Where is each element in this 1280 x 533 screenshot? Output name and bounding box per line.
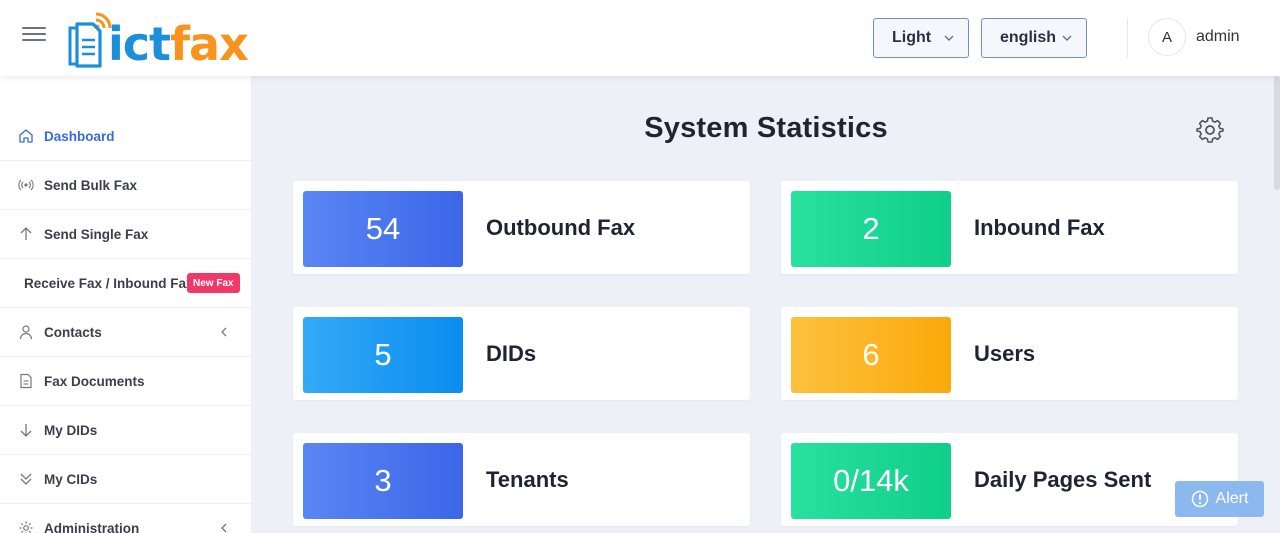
gear-icon <box>19 521 33 533</box>
stat-value: 3 <box>303 443 463 519</box>
sidebar-item-send-single-fax[interactable]: Send Single Fax <box>0 210 251 259</box>
sidebar-item-my-dids[interactable]: My DIDs <box>0 406 251 455</box>
user-name[interactable]: admin <box>1196 28 1240 45</box>
hamburger-menu-icon[interactable] <box>22 27 46 47</box>
theme-select-value: Light <box>892 29 932 46</box>
stat-label: Users <box>974 341 1036 366</box>
sidebar-item-label: Dashboard <box>44 128 115 144</box>
sidebar-item-label: Fax Documents <box>44 373 145 389</box>
sidebar-item-dashboard[interactable]: Dashboard <box>0 112 251 161</box>
sidebar-item-label: My DIDs <box>44 422 98 438</box>
logo-text-fax: fax <box>170 17 249 71</box>
stat-card-inbound-fax[interactable]: 2 Inbound Fax <box>781 181 1238 274</box>
language-select[interactable]: english <box>981 18 1087 58</box>
stat-card-daily-pages-sent[interactable]: 0/14k Daily Pages Sent <box>781 433 1238 526</box>
stat-card-outbound-fax[interactable]: 54 Outbound Fax <box>293 181 750 274</box>
logo-text: ictfax <box>108 16 249 72</box>
top-header: ictfax Light english A admin <box>0 0 1280 76</box>
stat-card-dids[interactable]: 5 DIDs <box>293 307 750 400</box>
stat-value: 54 <box>303 191 463 267</box>
theme-select[interactable]: Light <box>873 18 969 58</box>
chevron-down-icon <box>944 35 954 41</box>
ictfax-logo[interactable]: ictfax <box>66 6 281 72</box>
arrow-up-icon <box>20 227 32 240</box>
stat-label: Daily Pages Sent <box>974 467 1152 492</box>
chevron-left-icon <box>221 327 227 337</box>
sidebar-item-label: Receive Fax / Inbound Fax <box>24 275 194 291</box>
logo-text-ict: ict <box>108 17 171 71</box>
alert-circle-icon <box>1191 490 1208 508</box>
stat-card-tenants[interactable]: 3 Tenants <box>293 433 750 526</box>
stat-value: 5 <box>303 317 463 393</box>
sidebar: Dashboard Send Bulk Fax Send Single Fax … <box>0 76 251 533</box>
new-fax-badge: New Fax <box>187 273 240 293</box>
sidebar-item-contacts[interactable]: Contacts <box>0 308 251 357</box>
sidebar-item-label: Send Bulk Fax <box>44 177 138 193</box>
double-chevron-down-icon <box>20 473 32 485</box>
settings-gear-icon[interactable] <box>1196 116 1224 144</box>
arrow-down-icon <box>20 424 32 437</box>
fax-document-logo-icon <box>68 12 112 68</box>
user-avatar[interactable]: A <box>1148 18 1186 56</box>
sidebar-item-send-bulk-fax[interactable]: Send Bulk Fax <box>0 161 251 210</box>
sidebar-item-fax-documents[interactable]: Fax Documents <box>0 357 251 406</box>
document-icon <box>20 373 32 389</box>
stat-label: DIDs <box>486 341 537 366</box>
stat-value: 6 <box>791 317 951 393</box>
header-divider <box>1127 18 1128 58</box>
sidebar-item-my-cids[interactable]: My CIDs <box>0 455 251 504</box>
sidebar-item-administration[interactable]: Administration <box>0 504 251 533</box>
page-title: System Statistics <box>644 112 888 144</box>
stat-card-users[interactable]: 6 Users <box>781 307 1238 400</box>
sidebar-item-label: My CIDs <box>44 471 98 487</box>
chevron-left-icon <box>221 523 227 533</box>
stat-label: Outbound Fax <box>486 215 636 240</box>
stat-value: 2 <box>791 191 951 267</box>
main-scrollbar[interactable] <box>1274 76 1280 190</box>
alert-button-label: Alert <box>1215 490 1249 507</box>
broadcast-icon <box>18 179 34 191</box>
stat-label: Tenants <box>486 467 569 492</box>
alert-button[interactable]: Alert <box>1175 481 1264 517</box>
user-icon <box>19 325 33 340</box>
home-icon <box>19 129 33 143</box>
sidebar-item-receive-fax[interactable]: Receive Fax / Inbound Fax New Fax <box>0 259 251 308</box>
sidebar-item-label: Administration <box>44 520 140 533</box>
sidebar-item-label: Contacts <box>44 324 102 340</box>
sidebar-item-label: Send Single Fax <box>44 226 149 242</box>
stat-value: 0/14k <box>791 443 951 519</box>
language-select-value: english <box>1000 29 1057 46</box>
chevron-down-icon <box>1062 35 1072 41</box>
stat-label: Inbound Fax <box>974 215 1105 240</box>
